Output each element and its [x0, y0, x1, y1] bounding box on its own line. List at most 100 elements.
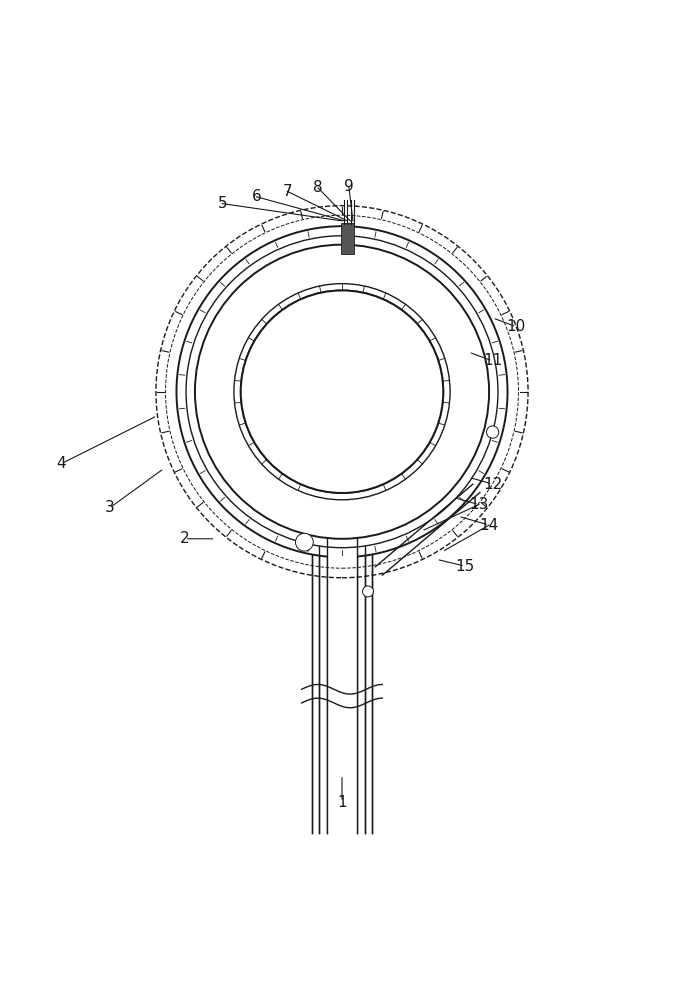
- Point: [367, 242, 378, 258]
- Point: [416, 261, 427, 277]
- Point: [224, 384, 235, 400]
- Point: [226, 426, 237, 442]
- Point: [256, 271, 267, 287]
- Point: [313, 494, 324, 510]
- Point: [230, 347, 241, 363]
- Point: [277, 491, 288, 507]
- Point: [453, 421, 464, 437]
- Point: [336, 530, 347, 546]
- Point: [471, 349, 482, 365]
- Point: [325, 276, 336, 292]
- Point: [380, 253, 391, 269]
- Point: [321, 251, 332, 267]
- Point: [347, 263, 358, 279]
- Point: [218, 395, 229, 411]
- Point: [219, 318, 230, 334]
- Point: [209, 429, 220, 445]
- Point: [377, 265, 388, 281]
- Point: [386, 269, 397, 285]
- Point: [260, 288, 271, 304]
- Point: [246, 462, 256, 478]
- Point: [324, 240, 334, 256]
- Point: [208, 367, 219, 383]
- Point: [251, 492, 262, 508]
- Point: [249, 315, 260, 331]
- Point: [311, 504, 322, 520]
- Point: [468, 404, 479, 420]
- Point: [218, 373, 228, 389]
- Point: [246, 325, 257, 341]
- Point: [193, 387, 204, 403]
- Point: [236, 465, 247, 481]
- Point: [436, 311, 447, 327]
- Point: [418, 483, 429, 499]
- Point: [441, 306, 452, 322]
- Point: [373, 493, 384, 509]
- Point: [240, 490, 251, 506]
- Point: [363, 501, 373, 517]
- Point: [226, 436, 237, 452]
- Point: [371, 261, 382, 277]
- Point: [242, 465, 253, 481]
- Point: [424, 268, 435, 284]
- Point: [252, 453, 263, 469]
- Point: [259, 471, 269, 487]
- Point: [462, 445, 473, 461]
- Point: [440, 295, 451, 311]
- Point: [444, 293, 455, 309]
- Point: [404, 292, 415, 308]
- Point: [363, 510, 373, 526]
- Point: [301, 269, 312, 285]
- Point: [380, 511, 391, 527]
- Point: [482, 398, 492, 414]
- Point: [352, 248, 363, 264]
- Point: [412, 490, 423, 506]
- Point: [434, 433, 445, 449]
- Point: [331, 258, 342, 274]
- Point: [262, 477, 273, 493]
- Point: [454, 319, 465, 335]
- Point: [283, 269, 294, 285]
- Point: [362, 505, 373, 521]
- Point: [232, 351, 243, 367]
- Point: [230, 469, 241, 485]
- Point: [242, 294, 253, 310]
- Point: [210, 315, 221, 331]
- Point: [398, 284, 409, 300]
- Point: [436, 286, 447, 302]
- Point: [263, 505, 274, 521]
- Point: [474, 417, 485, 433]
- Point: [223, 382, 234, 398]
- Point: [430, 294, 441, 310]
- Point: [389, 497, 399, 513]
- Point: [440, 288, 451, 304]
- Point: [265, 291, 276, 307]
- Point: [274, 509, 285, 525]
- Point: [449, 449, 460, 465]
- Point: [231, 327, 242, 343]
- Point: [474, 413, 485, 429]
- Point: [423, 457, 434, 473]
- Point: [416, 481, 427, 497]
- Point: [438, 333, 449, 349]
- Point: [452, 402, 463, 418]
- Point: [405, 279, 416, 295]
- Point: [403, 255, 414, 271]
- Point: [451, 368, 462, 384]
- Point: [363, 276, 374, 292]
- Point: [289, 262, 300, 278]
- Point: [244, 292, 255, 308]
- Point: [457, 412, 468, 428]
- Point: [257, 260, 268, 276]
- Point: [469, 363, 480, 379]
- Point: [216, 388, 227, 404]
- Point: [202, 370, 213, 386]
- Point: [467, 426, 478, 442]
- Point: [417, 267, 428, 283]
- Point: [231, 440, 241, 456]
- Point: [384, 253, 395, 269]
- Point: [200, 363, 211, 379]
- Point: [220, 453, 231, 469]
- Point: [411, 489, 422, 505]
- Point: [220, 465, 231, 481]
